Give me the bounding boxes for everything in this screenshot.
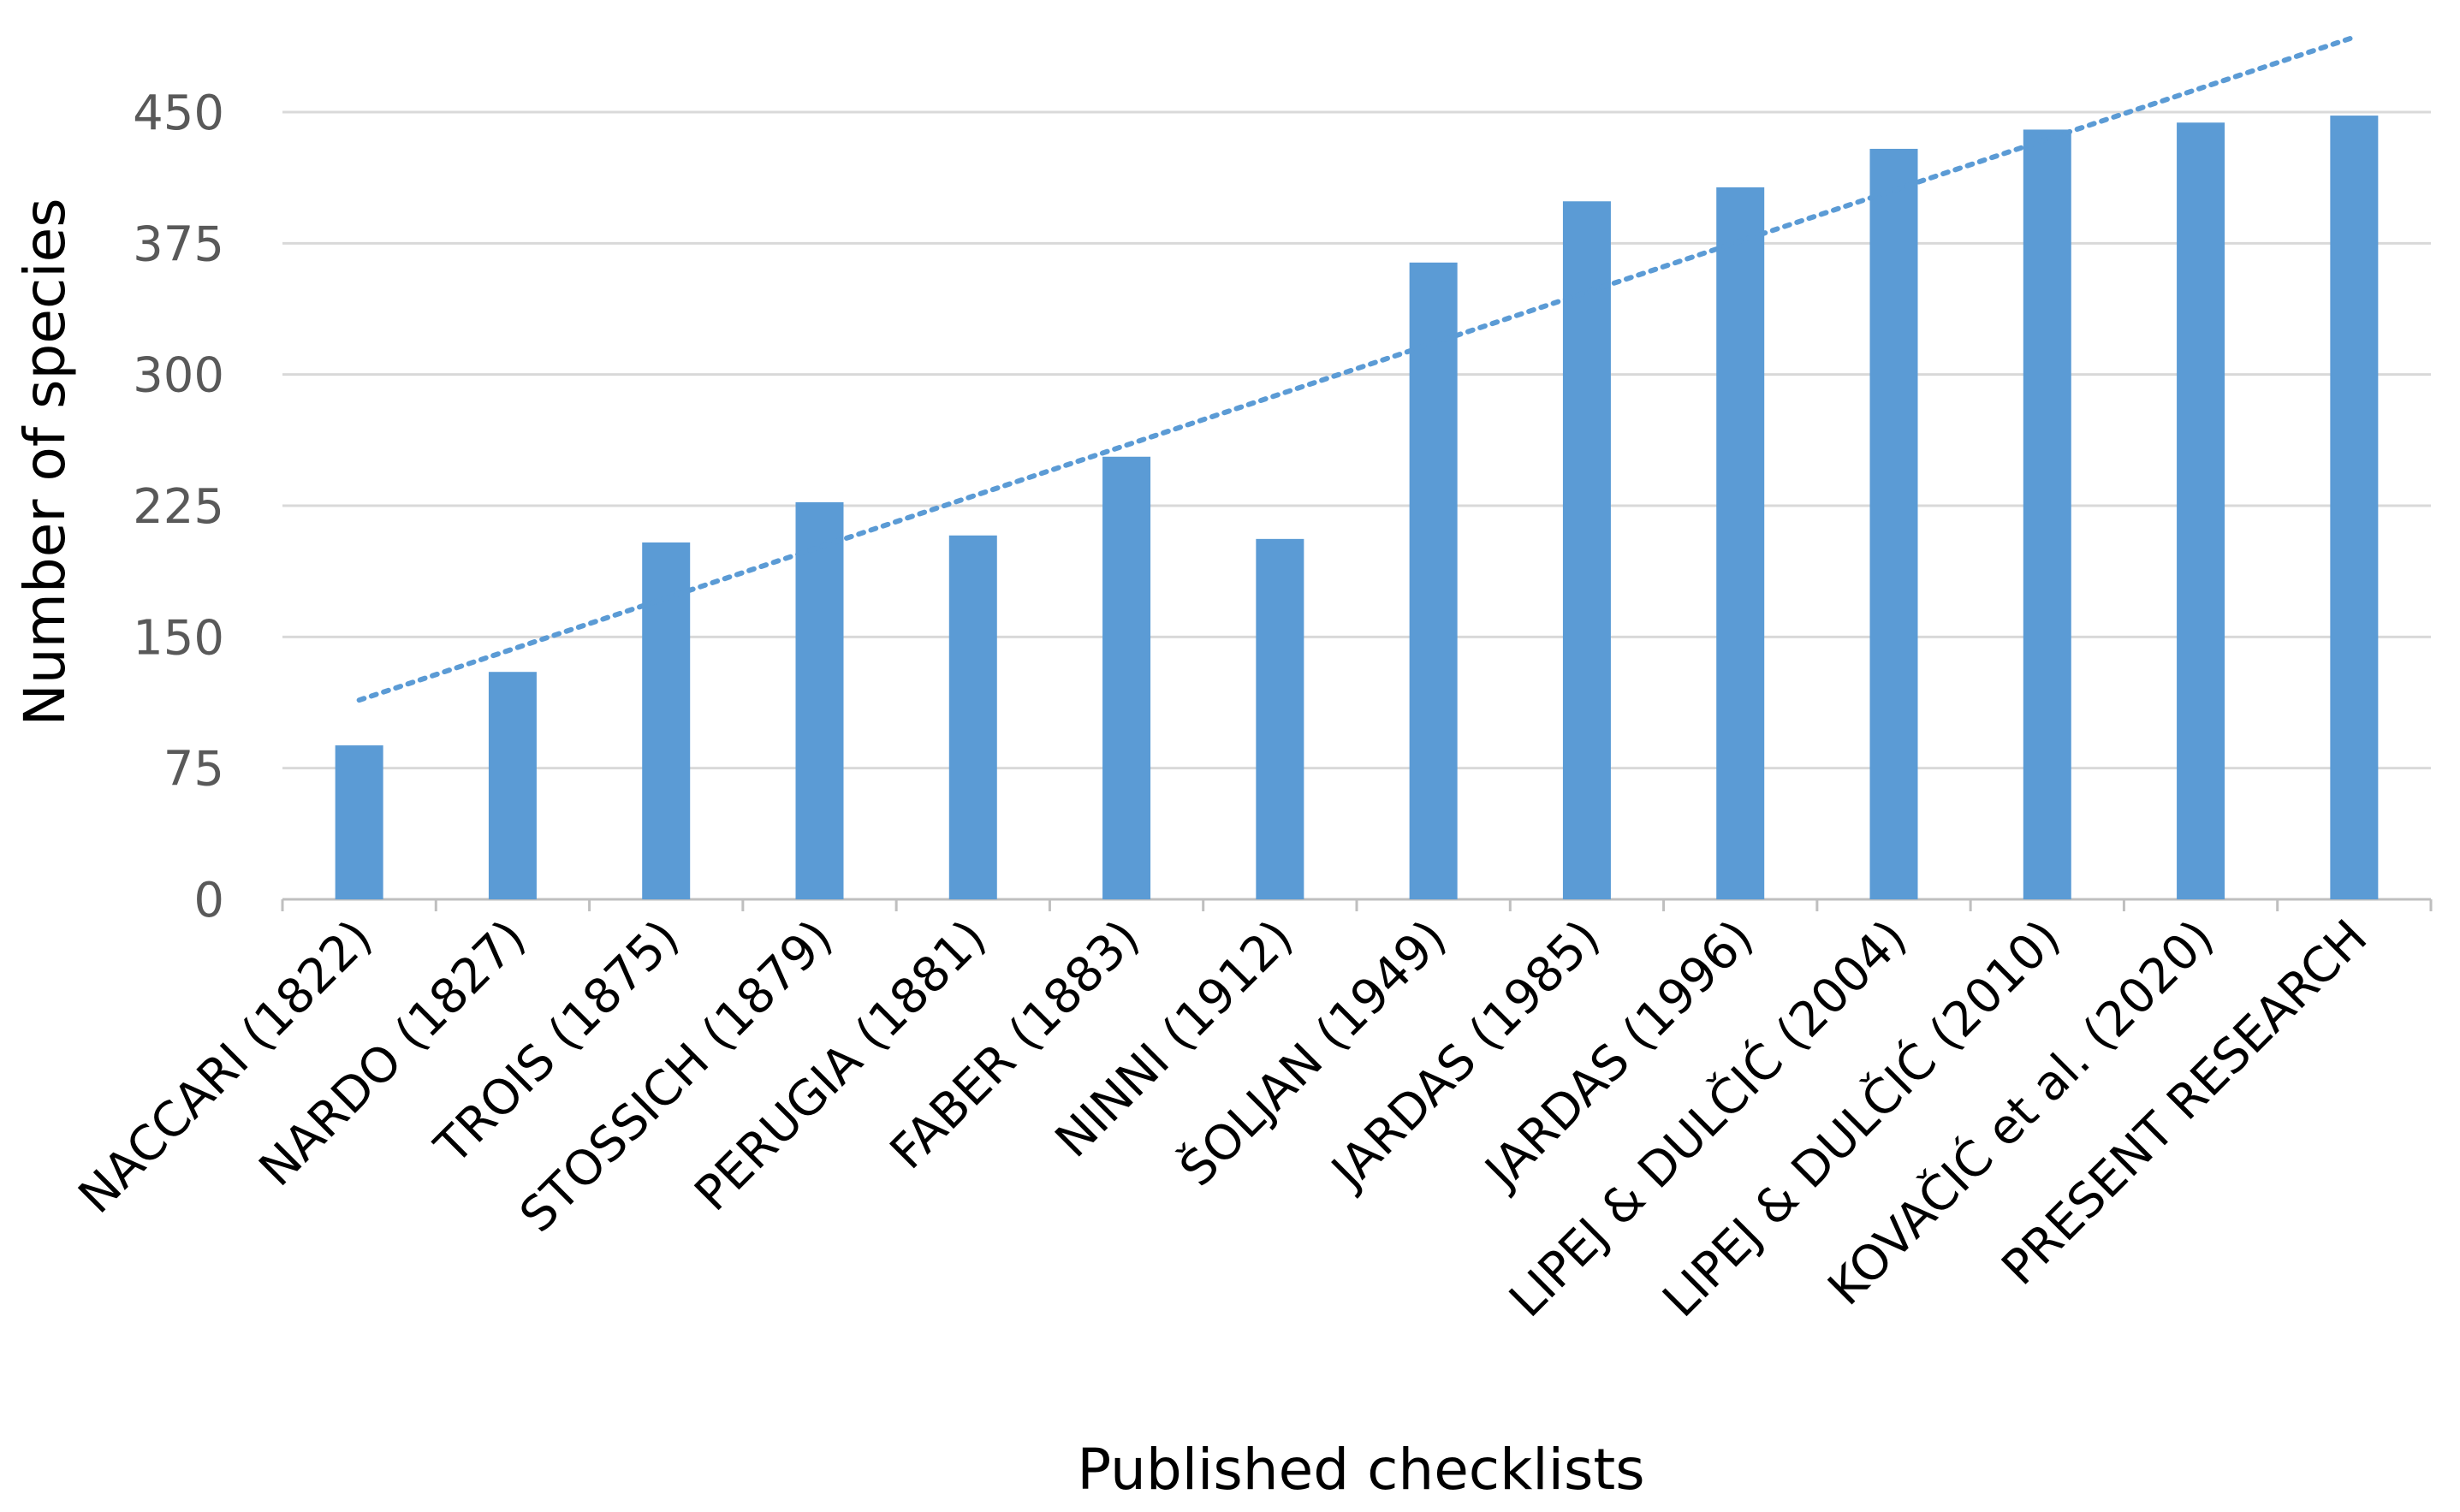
x-tick-label: PERUGIA (1881): [685, 910, 997, 1222]
bar-7: [1409, 262, 1458, 899]
x-tick-label: NARDO (1827): [249, 910, 537, 1197]
bar-13: [2330, 116, 2379, 900]
y-tick-label: 150: [133, 610, 224, 666]
y-tick-labels: 0 75 150 225 300 375 450: [133, 86, 224, 928]
x-tick-label: JARDAS (1996): [1473, 910, 1764, 1201]
x-tick-label: JARDAS (1985): [1320, 910, 1611, 1201]
y-tick-label: 225: [133, 479, 224, 535]
bar-6: [1256, 538, 1304, 899]
bar-5: [1102, 456, 1151, 899]
trendline-layer: [356, 34, 2357, 703]
bar-8: [1562, 201, 1611, 899]
bar-4: [948, 535, 997, 899]
bar-3: [795, 501, 844, 899]
bar-12: [2177, 122, 2225, 899]
y-tick-label: 0: [193, 873, 224, 928]
trendline: [356, 34, 2357, 703]
bar-11: [2023, 129, 2071, 899]
y-tick-label: 450: [133, 86, 224, 141]
axes: [281, 898, 2433, 911]
y-tick-label: 75: [163, 742, 224, 798]
y-tick-label: 300: [133, 348, 224, 404]
bar-9: [1716, 187, 1765, 899]
x-tick-labels: NACCARI (1822)NARDO (1827)TROIS (1875)ST…: [68, 910, 2379, 1328]
bar-10: [1869, 148, 1918, 899]
x-tick-label: NACCARI (1822): [68, 910, 383, 1224]
y-tick-label: 375: [133, 216, 224, 272]
gridlines: [282, 110, 2431, 770]
y-axis-title: Number of species: [12, 198, 78, 726]
x-tick-label: ŠOLJAN (1949): [1169, 910, 1457, 1197]
x-axis-title: Published checklists: [1077, 1437, 1644, 1503]
bars: [335, 116, 2379, 900]
bar-0: [335, 745, 383, 899]
bar-1: [488, 672, 537, 899]
